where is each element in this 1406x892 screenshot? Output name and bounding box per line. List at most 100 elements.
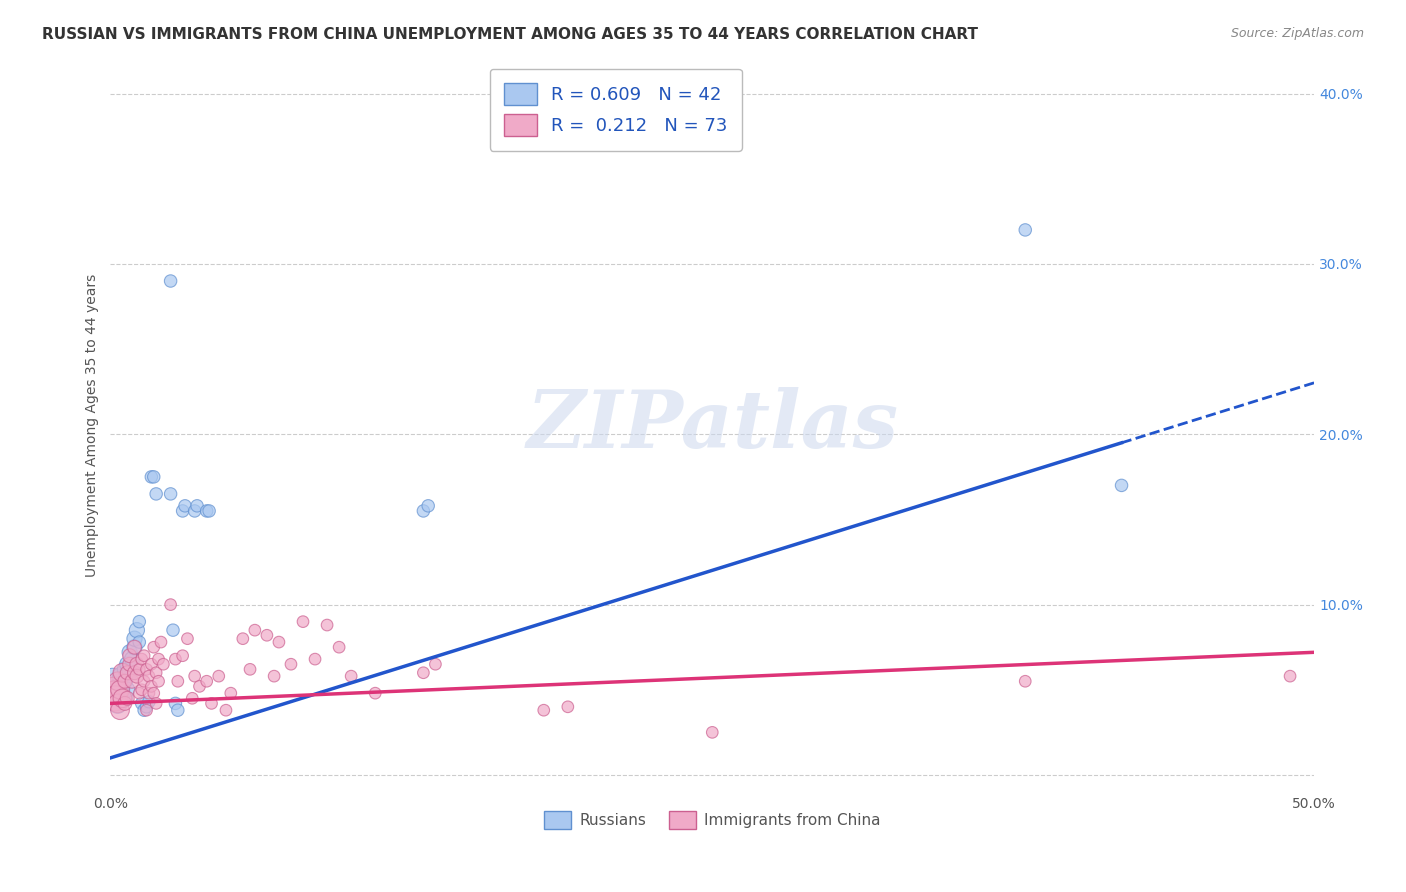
Point (1279, 669, 1302, 683)
Point (124, 665, 146, 680)
Point (125, 623, 148, 637)
Point (145, 697, 167, 711)
Point (107, 697, 129, 711)
Point (138, 695, 160, 709)
Point (118, 648, 141, 663)
Point (111, 669, 134, 683)
Point (292, 615, 315, 629)
Point (425, 657, 447, 672)
Point (138, 686, 160, 700)
Point (131, 652, 153, 666)
Point (165, 697, 187, 711)
Point (219, 686, 242, 700)
Point (159, 487, 181, 501)
Point (263, 669, 285, 683)
Point (195, 674, 218, 689)
Point (195, 504, 218, 518)
Point (412, 504, 434, 518)
Point (1014, 223, 1036, 237)
Point (118, 665, 141, 680)
Legend: Russians, Immigrants from China: Russians, Immigrants from China (538, 805, 887, 836)
Text: ZIPatlas: ZIPatlas (526, 387, 898, 465)
Point (533, 703, 555, 717)
Point (340, 669, 363, 683)
Y-axis label: Unemployment Among Ages 35 to 44 years: Unemployment Among Ages 35 to 44 years (86, 274, 100, 577)
Point (104, 686, 127, 700)
Point (128, 615, 150, 629)
Point (166, 674, 188, 689)
Point (131, 682, 153, 697)
Point (135, 703, 157, 717)
Point (181, 691, 204, 706)
Point (121, 652, 143, 666)
Point (135, 662, 157, 676)
Point (114, 662, 136, 676)
Point (141, 470, 163, 484)
Point (304, 652, 326, 666)
Point (183, 669, 205, 683)
Point (107, 686, 129, 700)
Point (101, 674, 124, 689)
Point (188, 679, 211, 693)
Point (208, 669, 231, 683)
Point (232, 632, 254, 646)
Point (117, 691, 139, 706)
Point (328, 640, 350, 655)
Point (256, 628, 278, 642)
Point (1014, 674, 1036, 689)
Point (128, 662, 150, 676)
Point (104, 691, 127, 706)
Point (316, 618, 339, 632)
Point (134, 674, 156, 689)
Point (702, 725, 724, 739)
Point (134, 703, 156, 717)
Point (121, 674, 143, 689)
Point (148, 674, 170, 689)
Point (152, 657, 174, 672)
Point (412, 665, 434, 680)
Point (108, 682, 131, 697)
Point (108, 703, 131, 717)
Point (198, 504, 221, 518)
Point (125, 669, 148, 683)
Point (117, 682, 139, 697)
Point (108, 682, 131, 697)
Point (557, 699, 579, 714)
Point (118, 657, 141, 672)
Point (141, 657, 163, 672)
Point (280, 657, 302, 672)
Point (239, 662, 262, 676)
Point (128, 686, 150, 700)
Point (176, 632, 198, 646)
Point (111, 691, 134, 706)
Point (108, 679, 131, 693)
Point (131, 697, 153, 711)
Point (200, 697, 222, 711)
Point (135, 699, 157, 714)
Point (134, 648, 156, 663)
Point (128, 635, 150, 649)
Point (267, 635, 290, 649)
Point (183, 504, 205, 518)
Point (159, 274, 181, 288)
Point (117, 657, 139, 672)
Point (159, 598, 181, 612)
Point (124, 640, 146, 655)
Point (111, 665, 134, 680)
Point (124, 640, 146, 655)
Point (172, 648, 194, 663)
Point (142, 470, 165, 484)
Text: Source: ZipAtlas.com: Source: ZipAtlas.com (1230, 27, 1364, 40)
Point (101, 682, 124, 697)
Point (141, 679, 163, 693)
Point (114, 697, 136, 711)
Point (418, 499, 440, 513)
Point (114, 674, 136, 689)
Point (145, 487, 167, 501)
Point (165, 652, 187, 666)
Point (114, 674, 136, 689)
Point (166, 703, 188, 717)
Point (107, 674, 129, 689)
Point (215, 703, 238, 717)
Point (172, 504, 194, 518)
